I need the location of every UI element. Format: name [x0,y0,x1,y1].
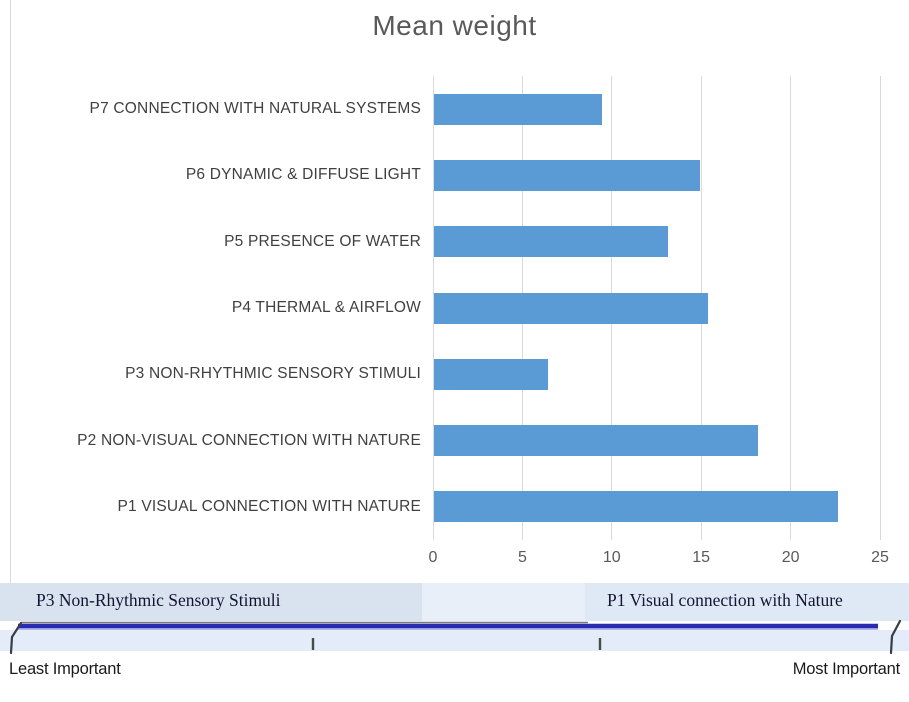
bar-p3 [434,358,549,390]
category-label-p5: P5 PRESENCE OF WATER [224,232,421,250]
most-important-label: Most Important [792,660,900,678]
chart-title: Mean weight [372,10,537,41]
bar-p5 [434,226,669,258]
category-label-p1: P1 VISUAL CONNECTION WITH NATURE [117,497,421,515]
gridline-x-25 [879,76,881,540]
bar-p1 [434,491,839,523]
bar-p2 [434,425,758,457]
scale-left-hook [9,621,23,655]
axis-tick-label-25: 25 [871,549,889,566]
axis-tick-label-15: 15 [692,549,711,566]
axis-tick-label-5: 5 [517,549,527,566]
category-label-p4: P4 THERMAL & AIRFLOW [231,298,421,316]
scale-line-graphic [9,619,902,655]
bar-chart-plot-area: 0 5 10 15 20 25 P7 CONNECTION WITH NATURAL SYS… [77,76,889,566]
gridline-x-20 [790,76,792,540]
bar-p7 [434,93,603,125]
category-label-p2: P2 NON-VISUAL CONNECTION WITH NATURE [77,431,421,449]
scale-band-right-segment [585,583,909,621]
axis-tick-label-20: 20 [781,549,800,566]
bar-p6 [434,159,701,191]
axis-tick-label-0: 0 [428,549,438,566]
bar-p4 [434,292,708,324]
chart-left-border [10,0,11,583]
category-label-p6: P6 DYNAMIC & DIFFUSE LIGHT [185,166,421,184]
scale-right-label: P1 Visual connection with Nature [607,590,843,610]
gridline-x-0 [432,76,434,540]
category-label-p3: P3 NON-RHYTHMIC SENSORY STIMULI [125,365,421,383]
least-important-label: Least Important [9,660,121,678]
scale-band-middle-segment [422,583,585,621]
scale-right-hook [889,619,902,655]
scale-band-left-segment [0,583,422,621]
axis-tick-label-10: 10 [602,549,621,566]
scale-left-label: P3 Non-Rhythmic Sensory Stimuli [36,590,281,610]
scale-lower-strip [0,630,909,651]
category-label-p7: P7 CONNECTION WITH NATURAL SYSTEMS [89,100,421,118]
